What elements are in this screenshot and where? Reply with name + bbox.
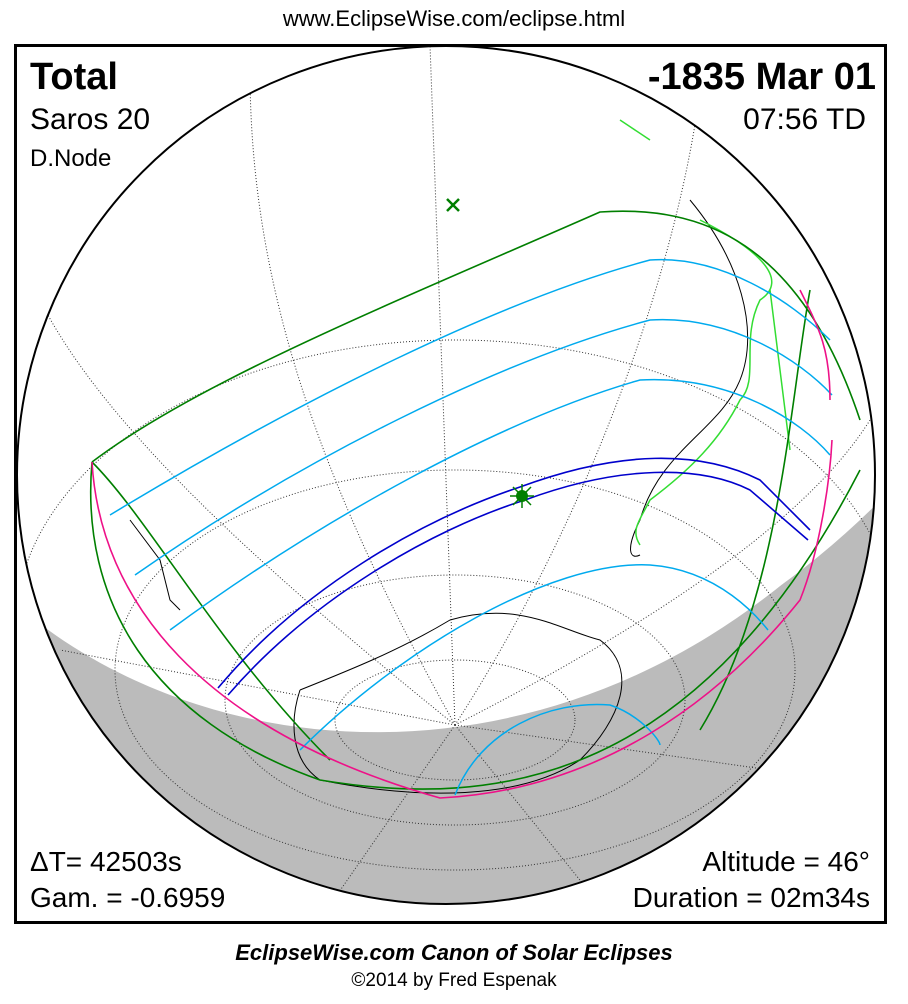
saros-number: Saros 20 xyxy=(30,103,151,136)
altitude: Altitude = 46° xyxy=(702,846,870,877)
eclipse-time: 07:56 TD xyxy=(743,103,866,136)
rise-set-curve xyxy=(91,289,833,799)
gamma: Gam. = -0.6959 xyxy=(30,882,226,913)
central-path-limits xyxy=(217,457,811,696)
duration: Duration = 02m34s xyxy=(632,882,870,913)
node-label: D.Node xyxy=(30,145,112,172)
eclipse-date: -1835 Mar 01 xyxy=(647,56,876,98)
canon-title: EclipseWise.com Canon of Solar Eclipses xyxy=(235,940,673,965)
delta-t: ΔT= 42503s xyxy=(30,846,182,877)
coastline-australia xyxy=(630,199,749,557)
eclipse-type: Total xyxy=(30,56,118,98)
penumbral-limit xyxy=(89,210,861,790)
greatest-eclipse-star-icon xyxy=(510,484,534,508)
copyright: ©2014 by Fred Espenak xyxy=(351,970,557,991)
coastline-new-zealand xyxy=(129,519,181,611)
subsolar-point-x-icon xyxy=(446,198,460,212)
globe-outline xyxy=(16,45,876,905)
coastline-highlight xyxy=(619,119,791,546)
partial-eclipse-curves xyxy=(109,258,833,796)
source-url: www.EclipseWise.com/eclipse.html xyxy=(282,6,626,31)
